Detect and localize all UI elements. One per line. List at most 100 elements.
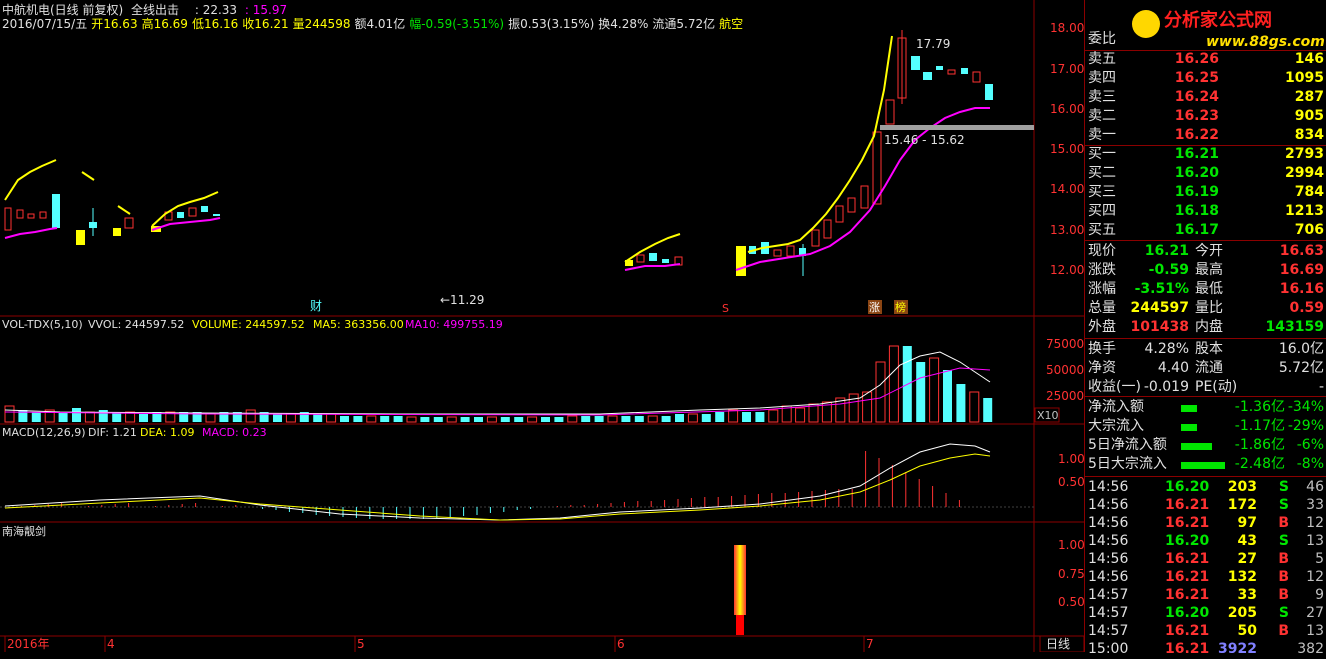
candle [847,197,856,213]
quote-value: 101438 [1130,319,1189,335]
formula-name[interactable]: 全线出击 [131,3,180,17]
kline-chart[interactable]: 18.00 17.00 16.00 15.00 14.00 13.00 12.0… [0,0,1084,652]
quote-row[interactable]: 外盘 101438 内盘 143159 [1085,318,1326,337]
fund-value: 4.28% [1144,341,1189,357]
volume-bar [152,412,162,422]
vol-axis-tick: 50000 [1046,363,1084,377]
quote-row[interactable]: 涨幅 -3.51% 最低 16.16 [1085,280,1326,299]
candle [961,68,968,74]
ask-row[interactable]: 卖四 16.25 1095 [1085,69,1326,88]
bar-sector[interactable]: 航空 [719,17,744,31]
volume-bar [821,401,832,423]
tick-row[interactable]: 14:57 16.20 205 S 27 [1085,604,1326,623]
tick-count: 27 [1306,605,1324,621]
candle [947,69,956,75]
signal-s-marker: S [722,302,729,315]
tick-side: B [1278,587,1289,603]
ask-price: 16.23 [1174,108,1219,124]
stock-title[interactable]: 中航机电(日线 前复权) [2,3,124,17]
tick-row[interactable]: 14:56 16.21 97 B 12 [1085,514,1326,533]
ask-row[interactable]: 卖五 16.26 146 [1085,50,1326,69]
flow-row[interactable]: 大宗流入 -1.17亿 -29% [1085,417,1326,436]
volume-bar [139,414,148,422]
ask-row[interactable]: 卖三 16.24 287 [1085,88,1326,107]
quote-label: 涨跌 [1088,262,1116,278]
volume-bar [862,391,873,423]
tick-row[interactable]: 14:57 16.21 33 B 9 [1085,586,1326,605]
fund-row[interactable]: 收益(一) -0.019 PE(动) - [1085,378,1326,397]
volume-bar [943,370,952,422]
ask-row[interactable]: 卖一 16.22 834 [1085,126,1326,145]
flow-row[interactable]: 5日净流入额 -1.86亿 -6% [1085,436,1326,455]
candle [177,212,184,218]
weibi-row: 委比 [1085,30,1326,49]
tick-row[interactable]: 14:56 16.21 172 S 33 [1085,496,1326,515]
volume-bar [353,416,363,422]
tick-row[interactable]: 14:56 16.20 43 S 13 [1085,532,1326,551]
bid-row[interactable]: 买四 16.18 1213 [1085,202,1326,221]
volume-bar [728,409,739,423]
bid-row[interactable]: 买一 16.21 2793 [1085,145,1326,164]
time-axis-label: 5 [357,637,365,651]
candle [16,209,24,219]
candle [113,228,121,236]
fund-row[interactable]: 换手 4.28% 股本 16.0亿 [1085,340,1326,359]
ask-level-label: 卖五 [1088,51,1116,67]
volume-bar [273,414,282,422]
fund-row[interactable]: 净资 4.40 流通 5.72亿 [1085,359,1326,378]
ask-price: 16.22 [1174,127,1219,143]
vol-ma5: MA5: 363356.00 [313,318,404,331]
candle [649,253,657,261]
flow-value: -2.48亿 [1234,456,1285,472]
quote-row[interactable]: 总量 244597 量比 0.59 [1085,299,1326,318]
bid-volume: 784 [1294,184,1324,200]
bid-row[interactable]: 买五 16.17 706 [1085,221,1326,240]
bar-high: 高16.69 [141,17,188,31]
support-band [880,125,1034,130]
tick-row[interactable]: 14:56 16.21 132 B 12 [1085,568,1326,587]
ma-yellow-line [151,191,219,227]
bid-row[interactable]: 买三 16.19 784 [1085,183,1326,202]
bid-price: 16.21 [1174,146,1219,162]
price-tick: 17.00 [1050,62,1084,76]
bid-row[interactable]: 买二 16.20 2994 [1085,164,1326,183]
bang-marker-bg [894,300,908,314]
volume-bar [567,415,578,423]
flow-bar [1181,405,1197,412]
quote-value: -0.59 [1148,262,1189,278]
candle [835,205,844,223]
fund-value: 16.0亿 [1278,341,1324,357]
time-axis-label: 4 [107,637,115,651]
fund-value: 5.72亿 [1278,360,1324,376]
quote-row[interactable]: 现价 16.21 今开 16.63 [1085,242,1326,261]
tick-row[interactable]: 14:56 16.20 203 S 46 [1085,478,1326,497]
volume-bar [607,415,618,423]
chart-area[interactable]: 中航机电(日线 前复权) 全线出击 : 22.33 : 15.97 2016/0… [0,0,1084,652]
nh-title: 南海靓剑 [2,524,46,538]
tick-time: 14:56 [1088,569,1129,585]
ask-volume: 1095 [1285,70,1324,86]
volume-bar [474,417,483,422]
quote-row[interactable]: 涨跌 -0.59 最高 16.69 [1085,261,1326,280]
tick-side: B [1278,623,1289,639]
tick-row[interactable]: 14:56 16.21 27 B 5 [1085,550,1326,569]
price-tick: 13.00 [1050,223,1084,237]
flow-label: 5日大宗流入 [1088,456,1167,472]
flow-row[interactable]: 5日大宗流入 -2.48亿 -8% [1085,455,1326,474]
volume-bar [514,417,524,422]
ask-price: 16.24 [1174,89,1219,105]
flow-row[interactable]: 净流入额 -1.36亿 -34% [1085,398,1326,417]
tick-price: 16.21 [1165,551,1210,567]
candle [923,72,932,80]
volume-bar [205,413,216,423]
volume-bar [768,409,779,423]
tick-row[interactable]: 14:57 16.21 50 B 13 [1085,622,1326,641]
volume-bar [44,409,55,423]
tick-row[interactable]: 15:00 16.21 3922 382 [1085,640,1326,659]
ask-row[interactable]: 卖二 16.23 905 [1085,107,1326,126]
volume-bar [742,412,751,422]
volume-bar [715,412,725,422]
bid-level-label: 买五 [1088,222,1116,238]
time-axis: 2016年 4 5 6 7 [4,636,874,652]
flow-percent: -34% [1287,399,1324,415]
